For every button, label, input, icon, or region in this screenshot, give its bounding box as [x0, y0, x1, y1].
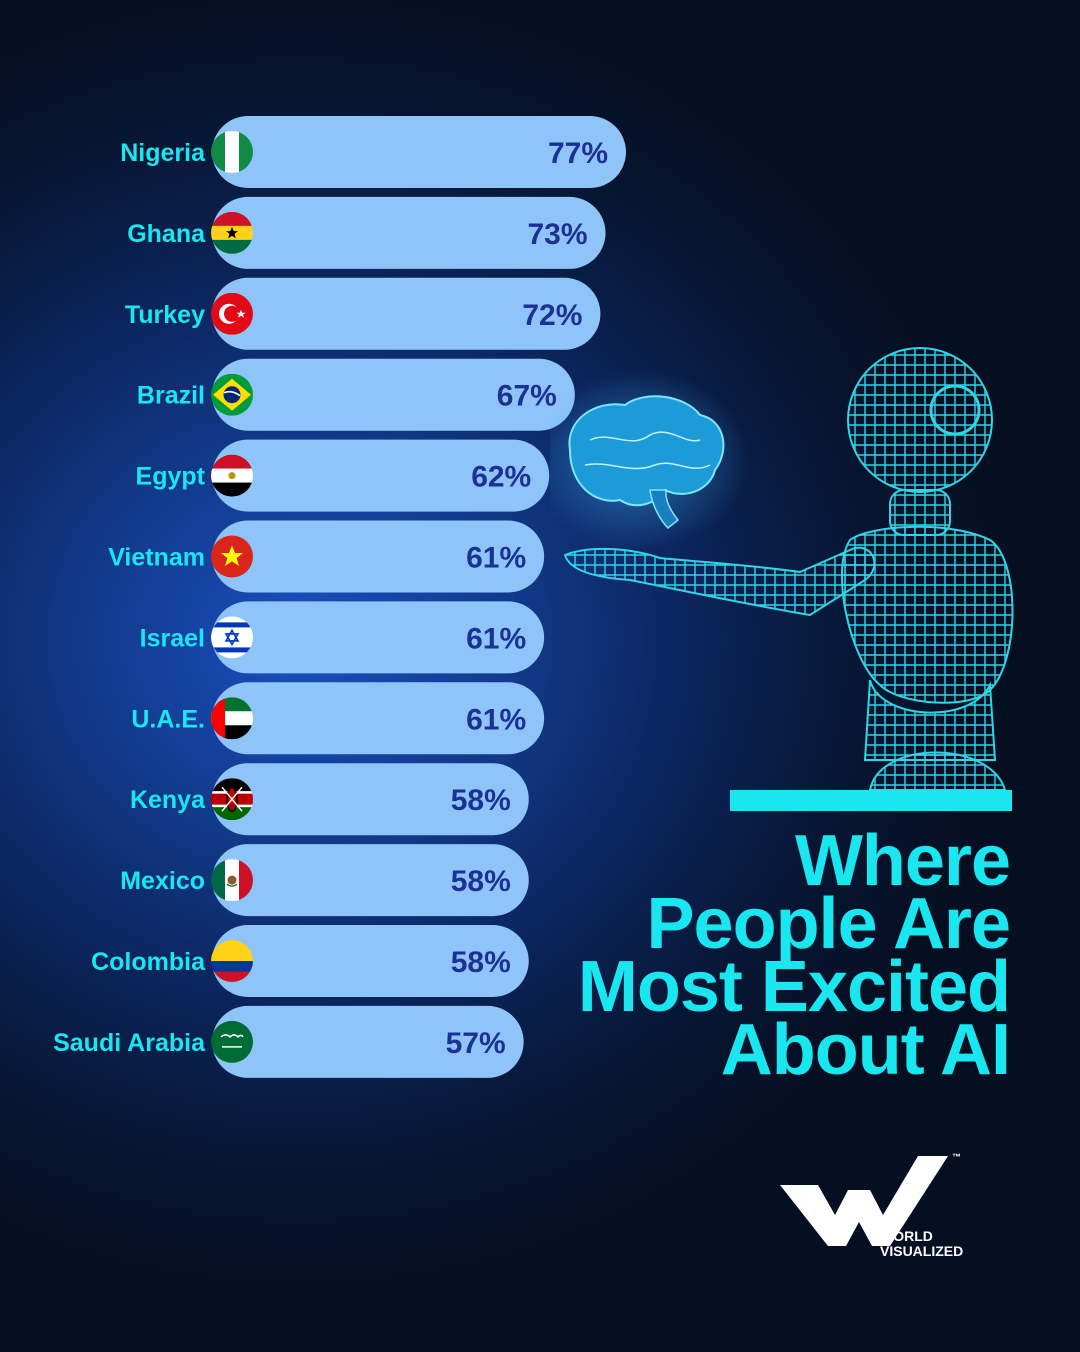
category-label: Turkey	[125, 301, 205, 329]
turkey-flag-icon	[211, 292, 253, 335]
vietnam-flag-icon	[211, 535, 253, 578]
chart-title: Where People Are Most Excited About AI	[577, 821, 1011, 1090]
category-label: Ghana	[127, 220, 206, 248]
category-label: Saudi Arabia	[53, 1029, 206, 1057]
value-label: 67%	[497, 380, 557, 413]
nigeria-flag-icon	[211, 131, 253, 173]
colombia-flag-icon	[211, 940, 253, 982]
brand-name: WORLD VISUALIZED	[880, 1229, 963, 1259]
bar	[212, 601, 545, 674]
category-label: Egypt	[136, 463, 206, 491]
uae-flag-icon	[211, 697, 253, 740]
world-visualized-logo-icon	[780, 1156, 948, 1246]
ghana-flag-icon	[211, 211, 253, 254]
bar	[212, 844, 529, 917]
egypt-flag-icon	[211, 454, 253, 497]
title-line: About AI	[720, 1010, 1011, 1090]
bar	[212, 116, 626, 188]
title-accent-bar	[730, 790, 1012, 811]
bar	[212, 1005, 524, 1078]
bar-group: 77% Nigeria 73% Ghana 72% Turkey 67% Brazil 62% E…	[53, 116, 626, 1078]
robot-illustration	[550, 347, 1014, 791]
category-label: Brazil	[137, 382, 205, 410]
category-label: Israel	[140, 624, 205, 652]
value-label: 58%	[451, 784, 511, 817]
value-label: 61%	[466, 542, 526, 575]
category-label: U.A.E.	[131, 705, 205, 733]
brand-name-line: VISUALIZED	[880, 1243, 964, 1259]
bar	[212, 925, 529, 997]
title-line: Most Excited	[577, 947, 1011, 1027]
trademark-symbol: ™	[952, 1152, 961, 1162]
value-label: 61%	[466, 622, 526, 655]
bar	[212, 196, 606, 269]
brain-icon	[550, 370, 750, 550]
category-label: Kenya	[130, 786, 206, 814]
bar	[212, 277, 601, 350]
value-label: 61%	[466, 703, 526, 736]
category-label: Nigeria	[120, 139, 206, 167]
israel-flag-icon	[211, 616, 253, 659]
bar	[212, 520, 545, 593]
value-label: 58%	[451, 865, 511, 898]
value-label: 57%	[446, 1027, 506, 1060]
category-label: Mexico	[120, 867, 205, 895]
value-label: 62%	[471, 461, 531, 494]
bar	[212, 763, 529, 836]
value-label: 77%	[548, 137, 608, 170]
category-label: Vietnam	[108, 544, 205, 572]
saudi-arabia-flag-icon	[211, 1020, 253, 1063]
title-line: People Are	[646, 884, 1011, 964]
bar	[212, 439, 550, 512]
brand-name-line: WORLD	[880, 1228, 933, 1244]
bar	[212, 358, 575, 431]
value-label: 72%	[522, 299, 582, 332]
value-label: 58%	[451, 946, 511, 979]
category-label: Colombia	[91, 948, 206, 976]
mexico-flag-icon	[211, 859, 253, 902]
bar	[212, 682, 545, 755]
kenya-flag-icon	[211, 778, 253, 821]
brazil-flag-icon	[211, 373, 253, 416]
value-label: 73%	[527, 218, 587, 251]
robot-icon	[563, 347, 1014, 791]
title-line: Where	[794, 821, 1011, 901]
